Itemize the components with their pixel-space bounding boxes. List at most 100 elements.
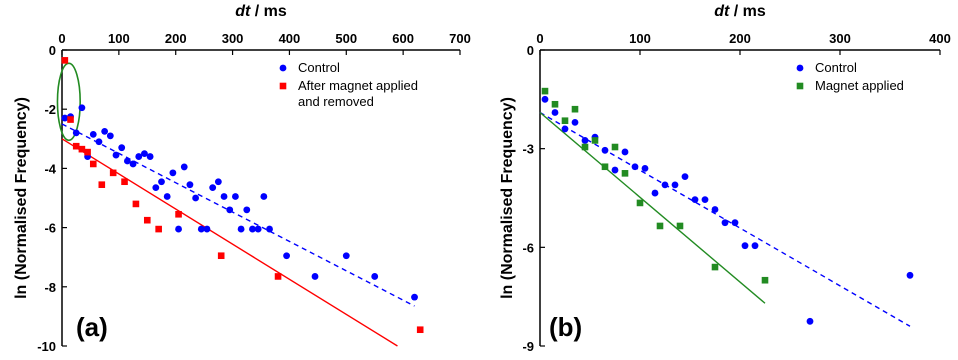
fit-line bbox=[61, 138, 398, 347]
legend-label: After magnet applied and removed bbox=[298, 78, 418, 109]
data-point bbox=[671, 181, 679, 189]
data-point bbox=[118, 144, 126, 152]
panel-label: (a) bbox=[76, 312, 108, 342]
data-point bbox=[411, 293, 418, 301]
y-tick-label: -9 bbox=[522, 339, 534, 354]
data-point bbox=[571, 118, 579, 126]
data-point bbox=[67, 116, 74, 123]
legend-marker bbox=[796, 82, 804, 90]
y-tick-label: -10 bbox=[37, 339, 56, 354]
y-tick-label: -3 bbox=[522, 142, 534, 157]
data-point bbox=[581, 137, 589, 144]
data-point bbox=[541, 95, 549, 103]
data-point bbox=[701, 196, 709, 204]
data-point bbox=[621, 170, 629, 177]
data-point bbox=[651, 189, 659, 197]
data-point bbox=[243, 206, 251, 214]
data-point bbox=[541, 87, 549, 95]
x-tick-label: 400 bbox=[279, 31, 301, 46]
data-point bbox=[152, 184, 160, 192]
data-point bbox=[806, 317, 814, 325]
data-point bbox=[721, 219, 729, 227]
x-axis-title-variable: dt bbox=[714, 3, 730, 20]
series-after-magnet-applied-and-removed bbox=[61, 57, 424, 334]
x-tick-label: 400 bbox=[929, 31, 951, 46]
legend-marker bbox=[279, 82, 287, 90]
data-point bbox=[581, 143, 589, 151]
x-axis-title-unit: / ms bbox=[250, 3, 287, 20]
data-point bbox=[101, 127, 109, 135]
data-point bbox=[175, 210, 182, 218]
data-point bbox=[141, 150, 148, 158]
data-point bbox=[621, 148, 629, 156]
legend-label-line: After magnet applied bbox=[298, 78, 418, 93]
data-point bbox=[109, 169, 117, 177]
data-point bbox=[203, 225, 211, 233]
data-point bbox=[741, 242, 749, 250]
data-point bbox=[214, 178, 222, 186]
data-point bbox=[95, 138, 103, 146]
x-axis-title: dt / ms bbox=[714, 3, 766, 20]
x-axis-title: dt / ms bbox=[235, 3, 287, 20]
panel-label: (b) bbox=[549, 312, 582, 342]
series-magnet-applied bbox=[541, 87, 769, 284]
y-tick-label: -6 bbox=[522, 240, 534, 255]
y-tick-label: -2 bbox=[44, 102, 56, 117]
data-point bbox=[636, 199, 644, 207]
data-point bbox=[129, 160, 137, 168]
data-point bbox=[711, 263, 719, 271]
data-point bbox=[61, 57, 69, 64]
y-tick-label: -6 bbox=[44, 221, 56, 236]
data-point bbox=[611, 143, 619, 151]
legend-marker bbox=[279, 64, 287, 72]
legend-label-line: Magnet applied bbox=[815, 78, 904, 93]
data-point bbox=[89, 130, 97, 138]
data-point bbox=[260, 193, 268, 200]
data-point bbox=[591, 137, 599, 144]
fit-line bbox=[539, 111, 766, 304]
data-point bbox=[209, 184, 217, 192]
data-point bbox=[761, 276, 769, 284]
data-point bbox=[237, 225, 245, 233]
x-tick-label: 0 bbox=[58, 31, 65, 46]
series-control bbox=[61, 104, 418, 301]
data-point bbox=[175, 225, 182, 233]
legend-marker bbox=[796, 64, 804, 72]
x-tick-label: 500 bbox=[335, 31, 357, 46]
data-point bbox=[571, 105, 579, 113]
data-point bbox=[163, 193, 171, 200]
series-control bbox=[541, 95, 914, 325]
x-tick-label: 0 bbox=[536, 31, 543, 46]
data-point bbox=[72, 129, 80, 137]
data-point bbox=[61, 114, 69, 122]
data-point bbox=[656, 222, 664, 230]
legend-label: Control bbox=[815, 60, 857, 75]
data-point bbox=[274, 273, 282, 280]
data-point bbox=[611, 166, 619, 174]
x-tick-label: 600 bbox=[392, 31, 414, 46]
legend-label-line: Control bbox=[298, 60, 340, 75]
legend-label-line: Control bbox=[815, 60, 857, 75]
data-point bbox=[249, 225, 256, 233]
x-tick-label: 300 bbox=[829, 31, 851, 46]
data-point bbox=[254, 225, 262, 233]
y-axis-title: ln (Normalised Frequency) bbox=[499, 97, 516, 299]
data-point bbox=[192, 194, 200, 202]
data-point bbox=[143, 216, 151, 224]
data-point bbox=[561, 125, 569, 133]
data-point bbox=[551, 100, 559, 108]
data-point bbox=[551, 109, 559, 116]
data-point bbox=[123, 157, 131, 165]
y-tick-label: 0 bbox=[527, 43, 534, 58]
data-point bbox=[72, 142, 80, 150]
data-point bbox=[121, 178, 128, 186]
data-point bbox=[661, 181, 669, 189]
data-point bbox=[601, 146, 609, 154]
legend: Control After magnet applied and removed bbox=[279, 60, 418, 109]
data-point bbox=[132, 200, 140, 208]
x-tick-label: 700 bbox=[449, 31, 471, 46]
data-point bbox=[84, 148, 91, 156]
data-point bbox=[180, 163, 188, 171]
x-axis-title-unit: / ms bbox=[729, 3, 766, 20]
chart-panel-b: 0 100 200 300 400 0 -3 -6 -9 dt / ms ln (Normalise… bbox=[499, 3, 951, 354]
